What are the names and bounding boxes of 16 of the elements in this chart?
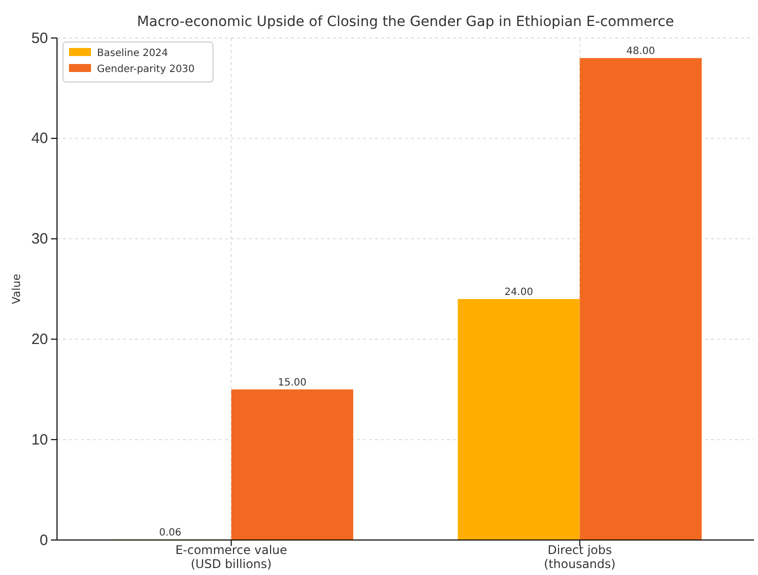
y-tick-label: 30 [31, 230, 48, 248]
y-tick-label: 40 [31, 130, 48, 148]
y-tick-label: 0 [40, 532, 48, 549]
legend-label: Baseline 2024 [97, 48, 168, 59]
legend-label: Gender-parity 2030 [97, 64, 195, 75]
data-label: 48.00 [626, 46, 656, 58]
chart-title: Macro-economic Upside of Closing the Gender Gap in Ethiopian E-commerce [136, 14, 674, 30]
data-label: 15.00 [278, 377, 307, 388]
x-tick-label: Direct jobs (thousands) [544, 543, 616, 571]
y-tick-label: 50 [31, 30, 48, 47]
y-axis-title: Value [10, 274, 23, 304]
y-tick-label: 10 [31, 431, 48, 448]
y-tick-label: 20 [31, 331, 48, 348]
x-tick-label: E-commerce value (USD billions) [175, 543, 288, 571]
data-label: 0.06 [159, 527, 182, 538]
data-label: 24.00 [504, 287, 534, 298]
